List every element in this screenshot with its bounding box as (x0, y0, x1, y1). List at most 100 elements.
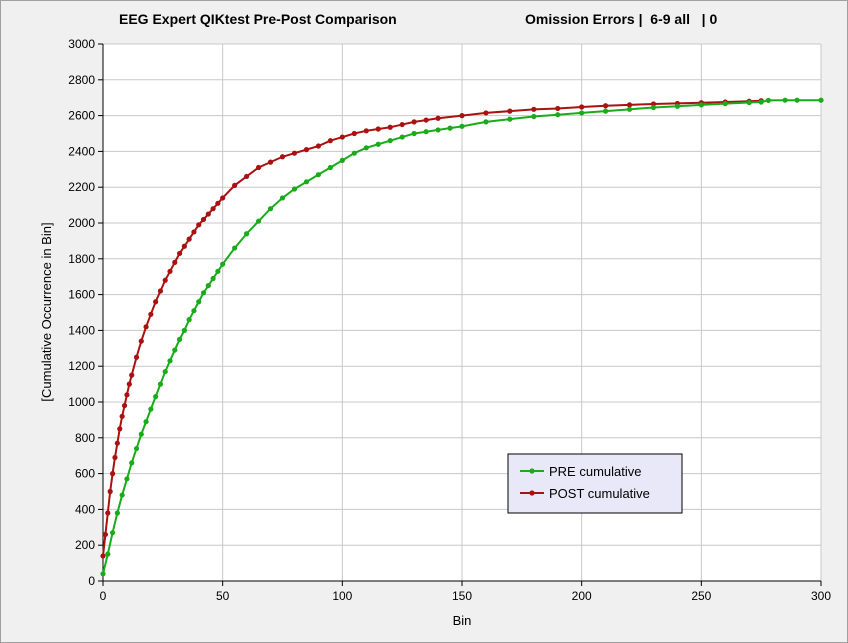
data-point-pre-cumulative (818, 97, 824, 103)
data-point-post-cumulative (114, 440, 120, 446)
x-tick-label: 200 (572, 589, 592, 603)
series-line-post-cumulative (102, 99, 762, 557)
data-point-pre-cumulative (153, 394, 159, 400)
data-point-post-cumulative (107, 488, 113, 495)
y-axis-title: [Cumulative Occurrence in Bin] (39, 222, 54, 401)
data-point-pre-cumulative (119, 492, 125, 498)
data-point-post-cumulative (215, 200, 221, 206)
data-point-post-cumulative (232, 182, 238, 189)
data-point-post-cumulative (351, 130, 357, 137)
data-point-post-cumulative (555, 105, 561, 112)
data-point-post-cumulative (315, 143, 321, 149)
data-point-pre-cumulative (327, 164, 333, 171)
data-point-post-cumulative (186, 236, 192, 242)
y-tick-label: 1800 (68, 252, 95, 266)
x-tick-label: 300 (811, 589, 831, 603)
x-tick-label: 100 (332, 589, 352, 603)
data-point-pre-cumulative (423, 129, 429, 135)
chart-subtitle: Omission Errors | 6-9 all | 0 (525, 11, 718, 27)
series-group (100, 97, 824, 577)
axes (98, 43, 822, 586)
data-point-pre-cumulative (399, 134, 405, 140)
y-tick-label: 2600 (68, 109, 95, 123)
data-point-pre-cumulative (794, 97, 800, 103)
data-point-pre-cumulative (232, 245, 238, 251)
data-point-post-cumulative (435, 115, 441, 121)
series-post-cumulative (100, 98, 764, 559)
data-point-pre-cumulative (447, 125, 453, 131)
data-point-post-cumulative (650, 101, 657, 107)
data-point-post-cumulative (603, 103, 609, 109)
data-point-post-cumulative (105, 510, 111, 516)
y-tick-label: 2000 (68, 216, 95, 230)
data-point-post-cumulative (100, 553, 106, 559)
data-point-pre-cumulative (143, 419, 149, 425)
data-point-post-cumulative (291, 150, 298, 156)
data-point-post-cumulative (133, 354, 140, 360)
data-point-pre-cumulative (698, 102, 704, 108)
data-point-post-cumulative (399, 121, 405, 128)
data-point-post-cumulative (124, 392, 130, 398)
data-point-pre-cumulative (124, 476, 130, 482)
data-point-post-cumulative (119, 413, 125, 419)
data-point-pre-cumulative (129, 460, 135, 466)
data-point-pre-cumulative (758, 99, 764, 105)
data-point-post-cumulative (210, 206, 216, 212)
data-point-pre-cumulative (765, 97, 771, 103)
data-point-pre-cumulative (210, 275, 216, 282)
data-point-pre-cumulative (459, 123, 465, 129)
x-tick-label: 250 (691, 589, 711, 603)
data-point-post-cumulative (148, 311, 154, 317)
data-point-pre-cumulative (351, 150, 357, 156)
data-point-post-cumulative (363, 128, 369, 134)
y-tick-label: 400 (75, 502, 95, 516)
data-point-post-cumulative (483, 110, 489, 116)
x-axis-title: Bin (453, 613, 472, 628)
data-point-pre-cumulative (186, 317, 192, 323)
data-point-pre-cumulative (172, 347, 178, 353)
data-point-pre-cumulative (279, 195, 286, 201)
data-point-pre-cumulative (148, 406, 154, 412)
data-point-pre-cumulative (603, 108, 609, 114)
data-point-pre-cumulative (411, 130, 417, 137)
data-point-pre-cumulative (191, 308, 197, 314)
data-point-post-cumulative (626, 102, 633, 108)
y-tick-label: 2400 (68, 144, 95, 158)
data-point-pre-cumulative (531, 113, 537, 120)
data-point-pre-cumulative (483, 119, 489, 125)
data-point-pre-cumulative (674, 103, 681, 109)
legend-marker-pre (529, 468, 535, 474)
data-point-pre-cumulative (105, 551, 111, 557)
y-tick-label: 2200 (68, 180, 95, 194)
legend-marker-post (529, 490, 535, 496)
legend: PRE cumulative POST cumulative (507, 453, 683, 514)
legend-label-pre: PRE cumulative (549, 464, 641, 479)
data-point-post-cumulative (191, 229, 197, 235)
x-tick-label: 0 (100, 589, 107, 603)
y-tick-label: 1600 (68, 288, 95, 302)
y-tick-label: 1400 (68, 323, 95, 337)
data-point-pre-cumulative (303, 179, 310, 185)
data-point-pre-cumulative (267, 206, 274, 212)
data-point-post-cumulative (167, 268, 173, 274)
data-point-pre-cumulative (626, 106, 633, 112)
data-point-pre-cumulative (650, 104, 657, 111)
data-point-post-cumulative (196, 222, 202, 228)
data-point-pre-cumulative (162, 368, 168, 375)
data-point-post-cumulative (153, 299, 159, 305)
legend-box (507, 453, 683, 514)
data-point-post-cumulative (327, 138, 333, 144)
data-point-post-cumulative (255, 164, 262, 171)
data-point-post-cumulative (162, 277, 168, 283)
data-point-post-cumulative (339, 134, 345, 140)
data-point-pre-cumulative (200, 290, 207, 296)
data-point-pre-cumulative (100, 571, 106, 577)
data-point-pre-cumulative (722, 101, 728, 107)
chart-title: EEG Expert QIKtest Pre-Post Comparison (119, 11, 397, 27)
data-point-post-cumulative (579, 104, 585, 110)
data-point-pre-cumulative (109, 530, 116, 536)
data-point-pre-cumulative (375, 141, 381, 147)
data-point-pre-cumulative (244, 231, 250, 237)
data-point-pre-cumulative (138, 431, 144, 437)
data-point-post-cumulative (244, 173, 250, 180)
